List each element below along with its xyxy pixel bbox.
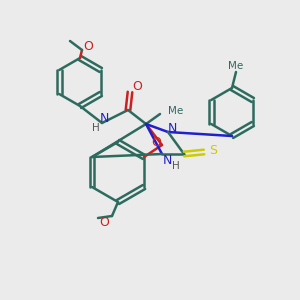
- Text: Me: Me: [168, 106, 183, 116]
- Text: N: N: [162, 154, 172, 166]
- Text: H: H: [92, 123, 100, 133]
- Text: N: N: [99, 112, 109, 124]
- Text: O: O: [99, 215, 109, 229]
- Text: O: O: [132, 80, 142, 94]
- Text: S: S: [209, 145, 217, 158]
- Text: Me: Me: [228, 61, 244, 71]
- Text: O: O: [83, 40, 93, 53]
- Text: N: N: [167, 122, 177, 136]
- Text: O: O: [151, 136, 161, 149]
- Text: H: H: [172, 161, 180, 171]
